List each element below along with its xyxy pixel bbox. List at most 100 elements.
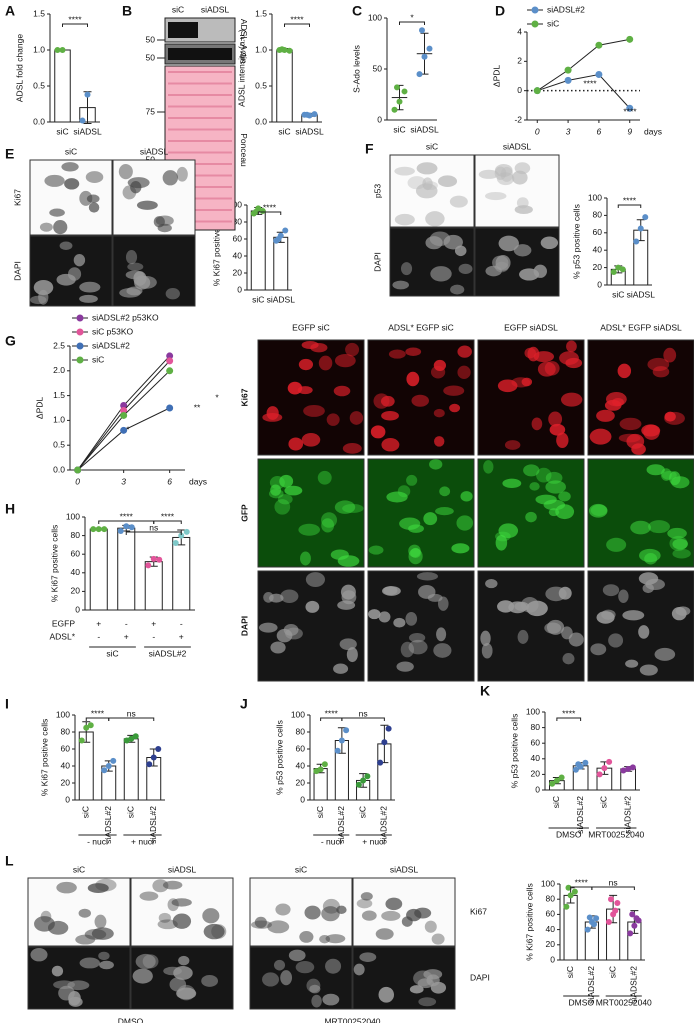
y-tick-label: 40	[71, 567, 81, 577]
cell	[514, 205, 533, 214]
y-tick-label: 80	[593, 210, 603, 220]
cell	[618, 589, 629, 604]
row-label: DAPI	[372, 252, 382, 272]
cell	[393, 617, 406, 628]
cell	[457, 365, 471, 379]
group-label: - nucl	[87, 836, 108, 846]
cell	[406, 371, 420, 387]
data-point	[78, 737, 85, 744]
cell	[456, 515, 474, 531]
data-point	[334, 747, 341, 754]
data-point	[558, 774, 565, 781]
cell	[406, 908, 422, 922]
cell	[334, 500, 356, 514]
row-label: Ki67	[470, 906, 487, 916]
cell	[437, 175, 458, 188]
x-tick-label: 6	[167, 476, 172, 486]
x-tick-label: siADSL	[267, 294, 296, 304]
cell	[162, 880, 183, 890]
cell	[562, 653, 575, 665]
data-point	[74, 466, 82, 474]
panel-label: E	[5, 146, 14, 162]
column-label: siADSL	[503, 141, 532, 151]
cell	[44, 174, 65, 187]
cell	[543, 499, 566, 511]
bar	[123, 738, 139, 801]
data-point	[166, 404, 174, 412]
cell	[258, 622, 278, 633]
y-tick-label: 1.0	[33, 44, 45, 54]
cell	[544, 622, 562, 634]
cell	[601, 609, 616, 620]
cell	[30, 948, 48, 962]
data-point	[626, 35, 634, 43]
cell	[663, 347, 677, 363]
cell	[311, 994, 322, 1008]
cell	[433, 408, 445, 418]
cell	[268, 593, 284, 603]
band-label: ADSL	[239, 19, 249, 41]
cell	[304, 905, 321, 920]
cell	[283, 623, 299, 636]
x-tick-label: siADSL#2	[103, 806, 113, 844]
cell	[280, 589, 299, 603]
cell	[531, 417, 543, 431]
cell	[273, 959, 286, 971]
cell	[342, 503, 364, 513]
column-label: ADSL* EGFP siC	[388, 322, 454, 332]
significance: ****	[623, 195, 637, 205]
data-point	[150, 754, 157, 761]
cell	[171, 898, 192, 907]
data-point	[183, 528, 190, 535]
cell	[645, 578, 665, 590]
cell	[163, 966, 182, 976]
y-tick-label: 0	[377, 114, 382, 124]
data-point	[145, 562, 152, 569]
cell	[540, 236, 559, 250]
cell	[558, 586, 572, 600]
cell	[349, 411, 364, 425]
cell	[497, 379, 518, 393]
y-tick-label: 0	[75, 604, 80, 614]
cell	[67, 267, 82, 281]
cell	[301, 340, 319, 350]
cell	[608, 633, 624, 648]
y-tick-label: 0	[237, 284, 242, 294]
cell: +	[179, 631, 184, 641]
cell	[590, 643, 607, 656]
cell	[299, 930, 314, 943]
x-tick-label: siC	[252, 294, 264, 304]
data-point	[120, 402, 128, 410]
data-point	[637, 225, 644, 232]
cell	[481, 642, 493, 659]
legend-marker	[531, 20, 539, 28]
cell	[406, 474, 418, 486]
column-label: ADSL* EGFP siADSL	[600, 322, 682, 332]
row-label: Ki67	[12, 189, 22, 206]
cell	[341, 590, 357, 605]
cell	[661, 470, 677, 480]
cell	[625, 659, 639, 668]
cell	[409, 632, 426, 643]
legend-label: siADSL#2	[547, 4, 585, 14]
x-tick-label: 3	[566, 126, 571, 136]
data-point	[619, 266, 626, 273]
cell	[457, 345, 472, 358]
y-tick-label: 60	[531, 737, 541, 747]
data-point	[282, 227, 289, 234]
marker-label: 75	[146, 106, 156, 116]
cell	[298, 523, 321, 536]
data-point	[166, 357, 174, 365]
data-point	[620, 767, 627, 774]
significance: *	[215, 392, 219, 402]
data-point	[364, 773, 371, 780]
data-point	[79, 117, 86, 124]
cell	[483, 460, 494, 474]
panel-label: A	[5, 3, 15, 19]
data-point	[391, 106, 398, 113]
x-tick-label: siC	[607, 966, 617, 978]
bracket	[320, 717, 343, 721]
cell	[330, 549, 349, 560]
data-point	[253, 208, 259, 215]
series-line	[536, 38, 630, 92]
